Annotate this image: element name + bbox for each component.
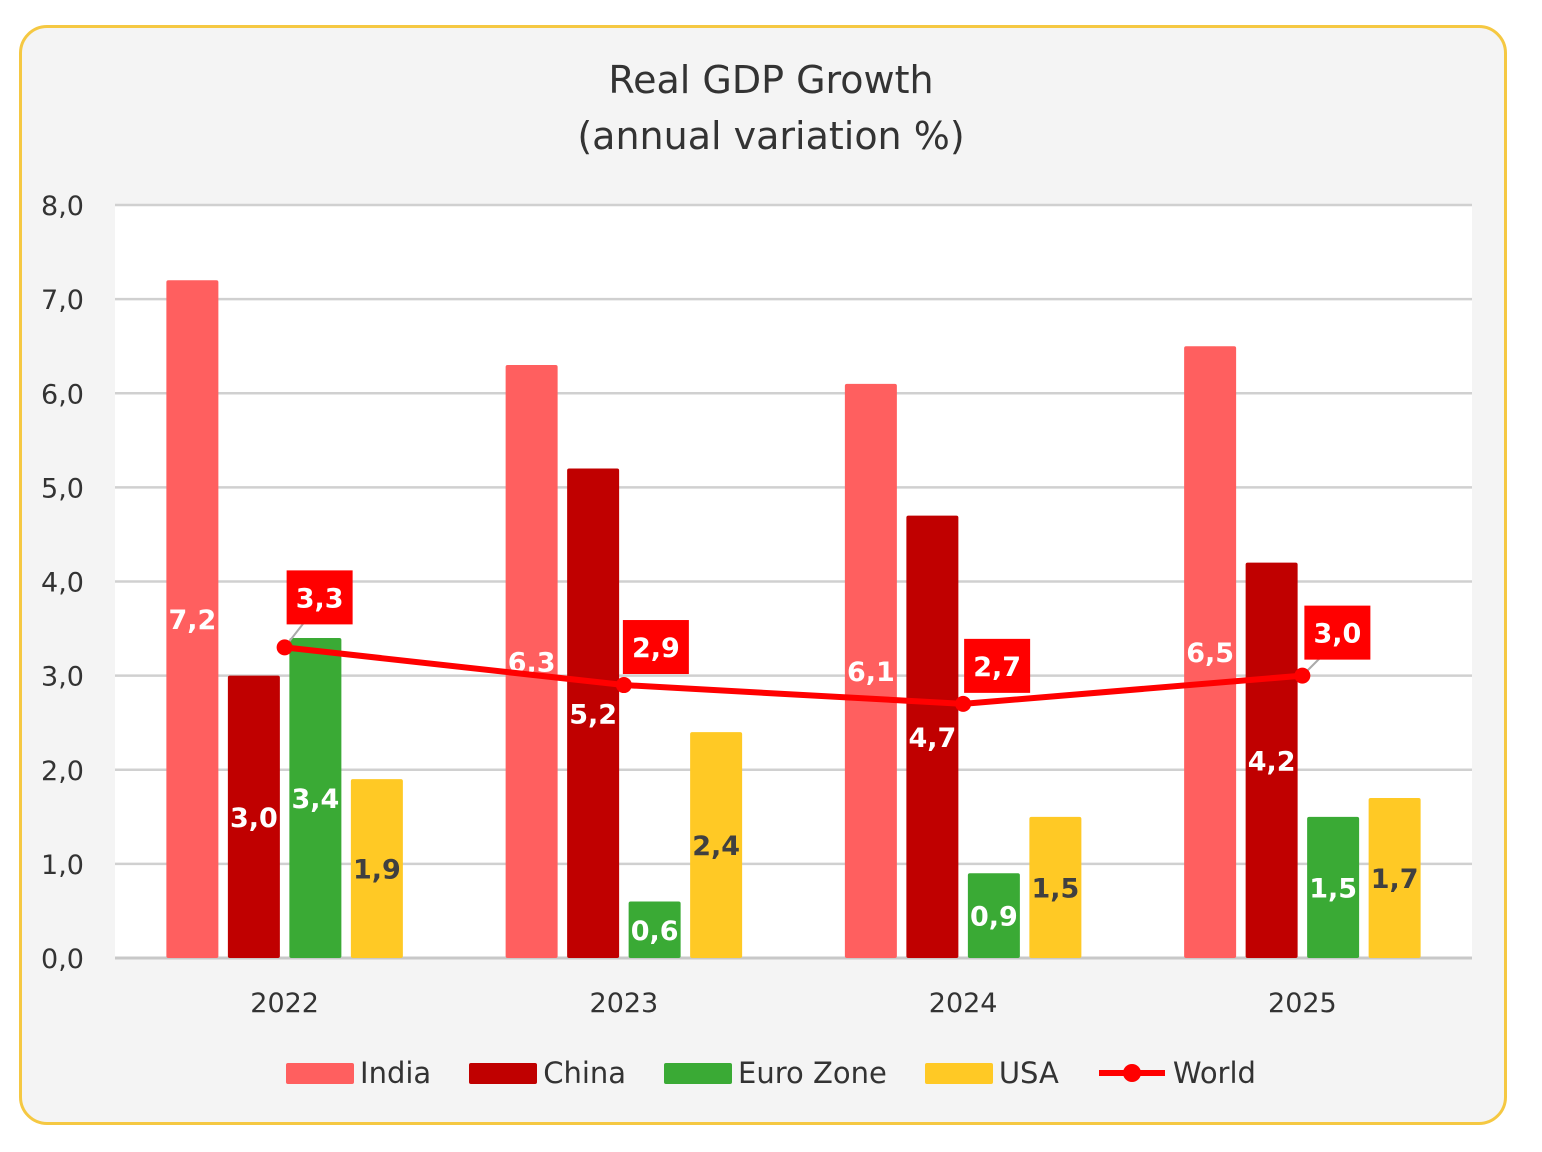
chart-title: Real GDP Growth [608,58,934,102]
x-tick-label: 2025 [1268,988,1337,1019]
marker-world [615,677,632,694]
data-label: 7,2 [168,605,216,636]
bar-euro-zone [967,873,1020,958]
data-label: 6,1 [847,657,895,688]
legend-swatch [664,1062,733,1084]
marker-world [276,639,293,656]
data-label: 1,5 [1309,873,1357,904]
bar-india [1184,346,1237,958]
legend-label: USA [998,1056,1059,1090]
bar-india [844,383,897,958]
legend-swatch [469,1062,538,1084]
x-tick-label: 2022 [250,988,319,1019]
bar-china [906,515,959,958]
data-label: 4,7 [908,723,956,754]
y-tick-label: 0,0 [41,944,84,975]
x-tick-label: 2023 [590,988,659,1019]
legend-label: China [543,1056,627,1090]
bar-usa [1029,816,1082,958]
legend: India China Euro Zone USA World [0,1056,1542,1090]
data-label: 2,9 [632,633,680,664]
y-tick-label: 3,0 [41,662,84,693]
bar-euro-zone [1307,816,1360,958]
bar-euro-zone [628,901,681,958]
data-label: 4,2 [1248,746,1296,777]
y-tick-label: 2,0 [41,756,84,787]
data-label: 2,7 [973,652,1021,683]
data-label: 3,0 [230,803,278,834]
x-tick-label: 2024 [929,988,998,1019]
bar-usa [1368,797,1421,958]
bar-china [1245,562,1298,958]
data-label: 1,9 [353,855,401,886]
marker-world [1294,667,1311,684]
legend-label: Euro Zone [738,1056,887,1090]
data-label: 3,3 [296,583,344,614]
y-tick-label: 4,0 [41,568,84,599]
bar-usa [350,779,403,958]
legend-item: India [286,1056,431,1090]
y-tick-label: 8,0 [41,191,84,222]
marker-world [955,695,972,712]
data-label-box [1304,605,1371,660]
data-label: 3,4 [291,784,339,815]
chart-subtitle: (annual variation %) [577,114,965,158]
bar-china [227,675,280,958]
bar-euro-zone [289,637,342,958]
data-label: 0,9 [970,902,1018,933]
data-label: 3,0 [1313,619,1361,650]
bar-india [166,280,219,958]
legend-swatch [1098,1064,1165,1082]
data-label: 6,5 [1186,638,1234,669]
line-world [284,644,1303,707]
data-label-box [622,620,689,675]
legend-label: India [360,1056,432,1090]
y-tick-label: 6,0 [41,379,84,410]
bar-usa [690,732,743,958]
y-tick-label: 5,0 [41,473,84,504]
data-label: 5,2 [569,699,617,730]
legend-label: World [1172,1056,1256,1090]
data-label: 1,7 [1371,864,1419,895]
data-label: 1,5 [1031,873,1079,904]
legend-item: World [1097,1056,1256,1090]
legend-swatch [924,1062,993,1084]
bar-china [567,468,620,958]
bar-india [505,365,558,958]
data-label: 2,4 [692,831,740,862]
data-label-box [286,570,353,625]
data-label: 0,6 [631,916,679,947]
legend-item: Euro Zone [664,1056,887,1090]
y-tick-label: 7,0 [41,285,84,316]
y-tick-label: 1,0 [41,850,84,881]
legend-item: China [469,1056,626,1090]
legend-swatch [286,1062,355,1084]
legend-item: USA [924,1056,1059,1090]
data-label-box [964,638,1031,693]
